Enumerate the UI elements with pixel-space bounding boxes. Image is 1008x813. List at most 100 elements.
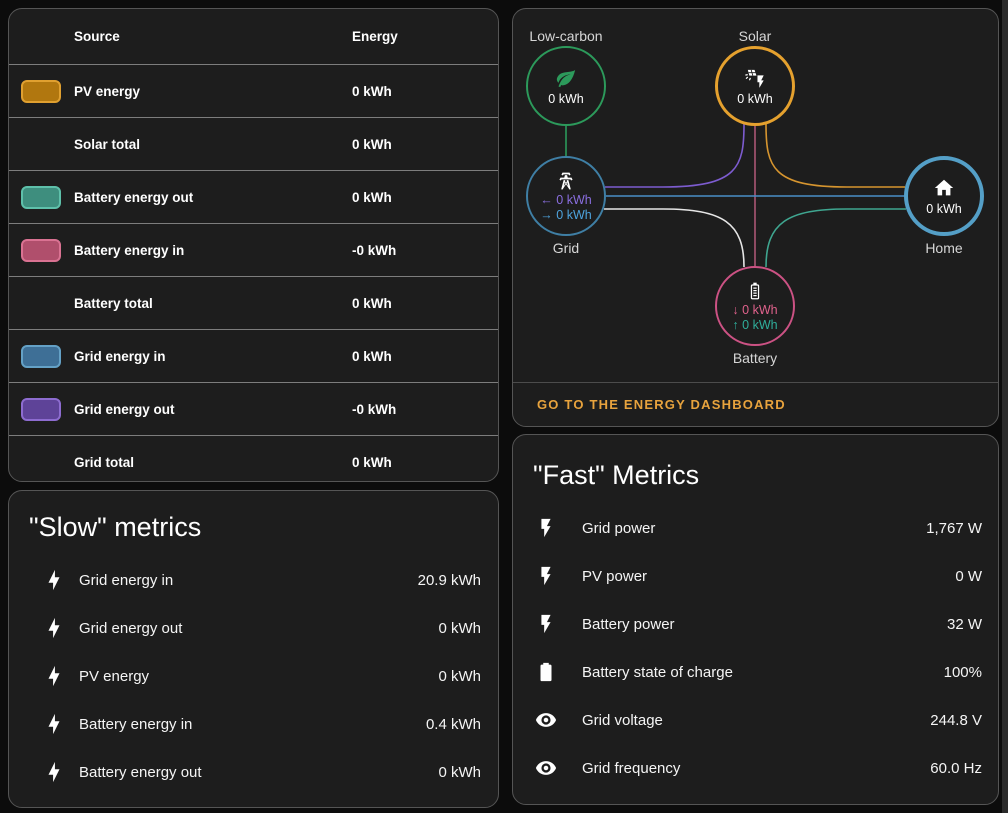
flash-icon [534,564,558,588]
lightning-bolt-icon [42,712,66,736]
row-label: Battery energy out [74,189,194,205]
grid-energy-out-swatch [21,397,61,421]
grid-energy-in-swatch [21,344,61,368]
solar-power-icon [743,66,767,90]
metric-value: 0.4 kWh [425,715,481,733]
row-value: -0 kWh [352,401,397,417]
table-row: Battery energy out 0 kWh [9,170,498,223]
metric-label: Battery energy in [79,715,193,733]
row-label: PV energy [74,83,141,99]
metric-label: Battery energy out [79,763,202,781]
home-label: Home [925,240,963,256]
fast-metrics-card: "Fast" Metrics Grid power 1,767 W PV pow… [512,434,999,805]
row-value: 0 kWh [352,295,392,311]
lightning-bolt-icon [42,568,66,592]
metric-row-grid-voltage[interactable]: Grid voltage 244.8 V [513,696,998,744]
go-to-energy-dashboard-link[interactable]: GO TO THE ENERGY DASHBOARD [537,397,786,412]
row-label: Solar total [74,136,141,152]
energy-flow-diagram: Low-carbon 0 kWh Solar 0 kWh [513,9,998,384]
solar-value: 0 kWh [737,92,773,106]
metric-value: 20.9 kWh [417,571,481,589]
transmission-tower-icon [554,169,578,193]
lightning-bolt-icon [42,760,66,784]
metric-row-battery-power[interactable]: Battery power 32 W [513,600,998,648]
line-grid-solar [605,123,745,188]
battery-energy-in-swatch [21,238,61,262]
fast-metrics-list: Grid power 1,767 W PV power 0 W Battery … [513,504,998,792]
row-value: -0 kWh [352,242,397,258]
metric-value: 32 W [946,615,982,633]
lightning-bolt-icon [42,616,66,640]
lightning-bolt-icon [42,664,66,688]
metric-value: 60.0 Hz [930,759,982,777]
column-header-source: Source [74,29,120,44]
table-row-total: Solar total 0 kWh [9,117,498,170]
row-value: 0 kWh [352,83,392,99]
metric-label: Grid energy out [79,619,183,637]
battery-node: ↓ 0 kWh ↑ 0 kWh [715,266,795,346]
battery-full-icon [534,660,558,684]
table-row: Grid energy in 0 kWh [9,329,498,382]
energy-sources-table-card: Source Energy PV energy 0 kWh Solar tota… [8,8,499,482]
battery-icon [743,279,767,303]
table-row: Grid energy out -0 kWh [9,382,498,435]
metric-row-pv-energy[interactable]: PV energy 0 kWh [9,652,498,700]
scrollbar[interactable] [1002,0,1008,813]
footer-link-row: GO TO THE ENERGY DASHBOARD [513,382,998,426]
low-carbon-node: 0 kWh [526,46,606,126]
row-value: 0 kWh [352,136,392,152]
line-battery-home [765,208,906,268]
flash-icon [534,612,558,636]
metric-row-battery-energy-out[interactable]: Battery energy out 0 kWh [9,748,498,796]
metric-label: PV power [582,567,648,585]
row-value: 0 kWh [352,348,392,364]
flow-lines [565,123,906,268]
home-icon [932,176,956,200]
metric-row-grid-energy-out[interactable]: Grid energy out 0 kWh [9,604,498,652]
metric-row-grid-energy-in[interactable]: Grid energy in 20.9 kWh [9,556,498,604]
metric-row-grid-frequency[interactable]: Grid frequency 60.0 Hz [513,744,998,792]
table-row: Battery energy in -0 kWh [9,223,498,276]
battery-discharge-value: ↑ 0 kWh [732,318,778,332]
line-solar-home [765,123,905,188]
slow-metrics-list: Grid energy in 20.9 kWh Grid energy out … [9,556,498,796]
slow-metrics-card: "Slow" metrics Grid energy in 20.9 kWh G… [8,490,499,808]
grid-return-value: ← 0 kWh [540,193,592,207]
metric-value: 244.8 V [930,711,982,729]
metric-row-grid-power[interactable]: Grid power 1,767 W [513,504,998,552]
row-value: 0 kWh [352,189,392,205]
row-label: Grid energy in [74,348,166,364]
low-carbon-label: Low-carbon [529,28,603,44]
eye-icon [534,756,558,780]
battery-charge-value: ↓ 0 kWh [732,303,778,317]
metric-row-battery-energy-in[interactable]: Battery energy in 0.4 kWh [9,700,498,748]
battery-energy-out-swatch [21,185,61,209]
row-label: Grid total [74,454,134,470]
row-label: Grid energy out [74,401,175,417]
metric-row-pv-power[interactable]: PV power 0 W [513,552,998,600]
table-header-row: Source Energy [9,9,498,64]
metric-label: Grid voltage [582,711,663,729]
pv-energy-swatch [21,79,61,103]
home-node: 0 kWh [904,156,984,236]
metric-label: Battery power [582,615,675,633]
grid-label: Grid [552,240,580,256]
metric-label: Grid power [582,519,656,537]
table-row: PV energy 0 kWh [9,64,498,117]
solar-node: 0 kWh [715,46,795,126]
row-label: Battery energy in [74,242,185,258]
solar-label: Solar [738,28,772,44]
metric-label: Grid energy in [79,571,174,589]
metric-row-battery-state-of-charge[interactable]: Battery state of charge 100% [513,648,998,696]
home-value: 0 kWh [926,202,962,216]
metric-value: 0 kWh [438,667,481,685]
grid-consume-value: → 0 kWh [540,208,592,222]
metric-value: 0 W [955,567,982,585]
metric-value: 100% [943,663,982,681]
slow-metrics-title: "Slow" metrics [29,512,202,542]
battery-label: Battery [732,350,778,366]
line-grid-battery [604,208,745,268]
row-value: 0 kWh [352,454,392,470]
metric-label: Grid frequency [582,759,681,777]
